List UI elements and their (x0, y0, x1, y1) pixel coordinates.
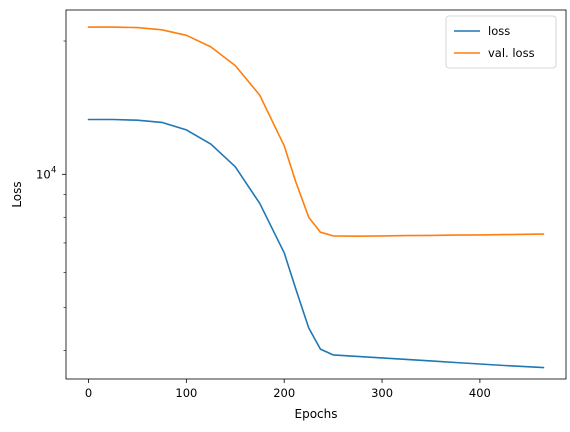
legend-box (445, 15, 557, 69)
x-tick-label: 200 (273, 386, 295, 400)
y-tick-label: 10 (36, 167, 51, 181)
plot-area (66, 10, 566, 379)
y-tick-label-exponent: 4 (51, 165, 56, 175)
legend-label-2: val. loss (488, 46, 535, 60)
x-tick-label: 400 (469, 386, 491, 400)
legend-label-1: loss (488, 24, 510, 38)
series-line-1 (87, 118, 545, 369)
x-tick-label: 0 (85, 386, 92, 400)
series-layer (87, 26, 545, 369)
x-axis-label: Epochs (295, 407, 338, 421)
x-tick-label: 100 (175, 386, 197, 400)
x-tick-label: 300 (371, 386, 393, 400)
series-line-2 (87, 26, 545, 237)
y-axis-label: Loss (10, 181, 24, 207)
legend: loss val. loss (445, 15, 557, 69)
x-axis: 0 100 200 300 400 (85, 379, 491, 400)
y-axis: 10 4 (36, 40, 66, 351)
